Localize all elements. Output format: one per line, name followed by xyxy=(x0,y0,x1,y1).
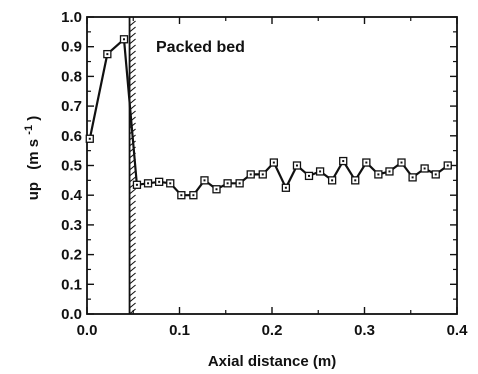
data-point-center xyxy=(295,164,298,167)
data-point-center xyxy=(284,186,287,189)
hatch-mark xyxy=(129,218,136,225)
y-tick-label: 0.4 xyxy=(61,187,83,204)
hatch-mark xyxy=(129,194,136,201)
data-point-center xyxy=(158,180,161,183)
x-tick-label: 0.4 xyxy=(447,322,469,339)
hatch-mark xyxy=(129,308,136,315)
y-axis-title: up (m s -1 ) xyxy=(19,116,42,200)
hatch-mark xyxy=(129,68,136,75)
hatch-mark xyxy=(129,56,136,63)
hatch-mark xyxy=(129,242,136,249)
hatch-mark xyxy=(129,38,136,45)
data-point-center xyxy=(203,179,206,182)
data-point-center xyxy=(365,161,368,164)
hatch-mark xyxy=(129,290,136,297)
x-tick-label: 0.0 xyxy=(77,322,98,339)
x-tick-label: 0.1 xyxy=(169,322,190,339)
y-axis-title-unit: (m s xyxy=(25,139,42,170)
hatch-mark xyxy=(129,254,136,261)
data-point-center xyxy=(180,194,183,197)
data-point-center xyxy=(411,176,414,179)
hatch-mark xyxy=(129,32,136,39)
data-point-center xyxy=(123,38,125,41)
data-point-center xyxy=(135,183,138,186)
hatch-mark xyxy=(129,224,136,231)
y-tick-label: 0.8 xyxy=(61,68,82,85)
hatch-mark xyxy=(129,230,136,237)
hatch-mark xyxy=(129,260,136,267)
hatch-mark xyxy=(129,236,136,243)
hatch-mark xyxy=(129,62,136,69)
hatch-mark xyxy=(129,278,136,285)
y-tick-label: 0.3 xyxy=(61,217,82,234)
data-point-center xyxy=(215,188,218,191)
y-tick-label: 0.6 xyxy=(61,128,82,145)
y-axis-title-exponent: -1 xyxy=(23,125,35,135)
hatch-mark xyxy=(129,92,136,99)
y-axis-title-main: up xyxy=(25,182,42,200)
axis-ticks: 0.0 0.1 0.2 0.3 0.4 0.0 0.1 0.2 0.3 0.4 0.5 0.6 0.7 0… xyxy=(61,9,468,339)
y-tick-label: 0.2 xyxy=(61,247,82,264)
y-tick-label: 0.0 xyxy=(61,306,82,323)
y-tick-label: 0.5 xyxy=(61,158,82,175)
hatch-mark xyxy=(129,272,136,279)
data-point-center xyxy=(331,179,334,182)
data-point-center xyxy=(319,170,322,173)
data-point-center xyxy=(226,182,229,185)
y-tick-label: 0.9 xyxy=(61,39,82,56)
hatch-mark xyxy=(129,200,136,207)
hatch-mark xyxy=(129,170,136,177)
hatch-mark xyxy=(129,206,136,213)
data-point-center xyxy=(446,164,449,167)
y-tick-label: 0.1 xyxy=(61,276,82,293)
data-point-center xyxy=(434,173,437,176)
hatch-mark xyxy=(129,20,136,27)
series-line xyxy=(88,37,449,197)
packed-bed-annotation: Packed bed xyxy=(156,39,245,56)
data-point-center xyxy=(308,174,310,177)
data-point-center xyxy=(342,160,345,163)
data-point-center xyxy=(106,53,109,56)
data-point-center xyxy=(377,173,380,176)
hatch-mark xyxy=(129,266,136,273)
data-point-center xyxy=(147,182,150,185)
hatch-mark xyxy=(129,176,136,183)
data-point-center xyxy=(272,161,275,164)
data-point-center xyxy=(423,167,426,170)
hatch-mark xyxy=(129,86,136,93)
hatch-mark xyxy=(129,26,136,33)
y-axis-title-close: ) xyxy=(25,116,42,121)
hatch-mark xyxy=(129,80,136,87)
data-point-center xyxy=(400,161,403,164)
data-series xyxy=(85,35,452,200)
hatch-mark xyxy=(129,296,136,303)
x-tick-label: 0.2 xyxy=(262,322,283,339)
data-point-center xyxy=(249,173,252,176)
data-point-center xyxy=(388,170,391,173)
hatch-mark xyxy=(129,44,136,51)
data-point-center xyxy=(192,194,195,197)
hatch-mark xyxy=(129,50,136,57)
x-axis-title: Axial distance (m) xyxy=(208,353,336,370)
y-tick-label: 0.7 xyxy=(61,98,82,115)
hatch-mark xyxy=(129,302,136,309)
y-tick-label: 1.0 xyxy=(61,9,82,26)
hatch-mark xyxy=(129,188,136,195)
x-tick-label: 0.3 xyxy=(354,322,375,339)
hatch-mark xyxy=(129,212,136,219)
data-point-center xyxy=(261,173,264,176)
data-point-center xyxy=(169,182,172,185)
hatch-mark xyxy=(129,284,136,291)
data-point-center xyxy=(354,179,357,182)
data-point-center xyxy=(238,182,241,185)
hatch-mark xyxy=(129,248,136,255)
data-point-center xyxy=(88,137,91,140)
hatch-mark xyxy=(129,74,136,81)
